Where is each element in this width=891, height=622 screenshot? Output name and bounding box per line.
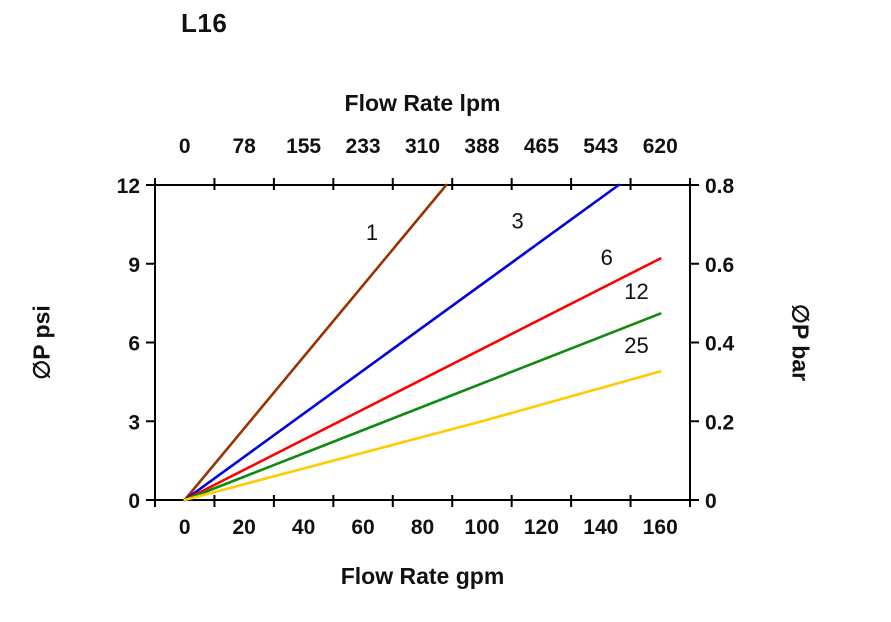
series-line-3: [183, 183, 621, 502]
left-tick-label: 0: [128, 490, 140, 513]
bottom-tick-label: 60: [351, 516, 374, 539]
bottom-axis-title: Flow Rate gpm: [340, 563, 505, 589]
top-tick-label: 465: [524, 135, 559, 158]
top-tick-label: 620: [643, 135, 678, 158]
top-tick-label: 310: [405, 135, 440, 158]
series-label-25: 25: [624, 333, 648, 358]
top-tick-label: 388: [464, 135, 499, 158]
top-tick-label: 155: [286, 135, 321, 158]
bottom-tick-label: 140: [583, 516, 618, 539]
top-tick-label: 543: [583, 135, 618, 158]
bottom-tick-label: 120: [524, 516, 559, 539]
chart-title: L16: [181, 8, 228, 38]
bottom-tick-label: 20: [232, 516, 255, 539]
series-label-1: 1: [366, 220, 378, 245]
right-tick-label: 0.6: [705, 254, 734, 277]
right-tick-label: 0: [705, 490, 717, 513]
top-tick-label: 78: [232, 135, 256, 158]
series-line-6: [183, 257, 662, 502]
top-axis-title: Flow Rate lpm: [344, 90, 501, 116]
left-tick-label: 6: [128, 333, 140, 356]
bottom-tick-label: 40: [292, 516, 315, 539]
series-label-12: 12: [624, 279, 648, 304]
top-tick-label: 0: [179, 135, 191, 158]
series-label-3: 3: [511, 208, 523, 233]
series-line-25: [183, 370, 662, 502]
right-tick-label: 0.4: [705, 333, 735, 356]
series-label-6: 6: [601, 245, 613, 270]
left-tick-label: 3: [128, 411, 140, 434]
series-line-12: [183, 312, 662, 502]
bottom-tick-label: 160: [643, 516, 678, 539]
left-tick-label: 9: [128, 254, 140, 277]
bottom-tick-label: 0: [179, 516, 191, 539]
bottom-tick-label: 80: [411, 516, 434, 539]
plot-border: [154, 184, 691, 501]
left-tick-label: 12: [117, 175, 140, 198]
right-tick-label: 0.2: [705, 411, 734, 434]
right-tick-label: 0.8: [705, 175, 735, 198]
bottom-tick-label: 100: [464, 516, 499, 539]
series-line-1: [183, 183, 448, 502]
top-tick-label: 233: [346, 135, 381, 158]
